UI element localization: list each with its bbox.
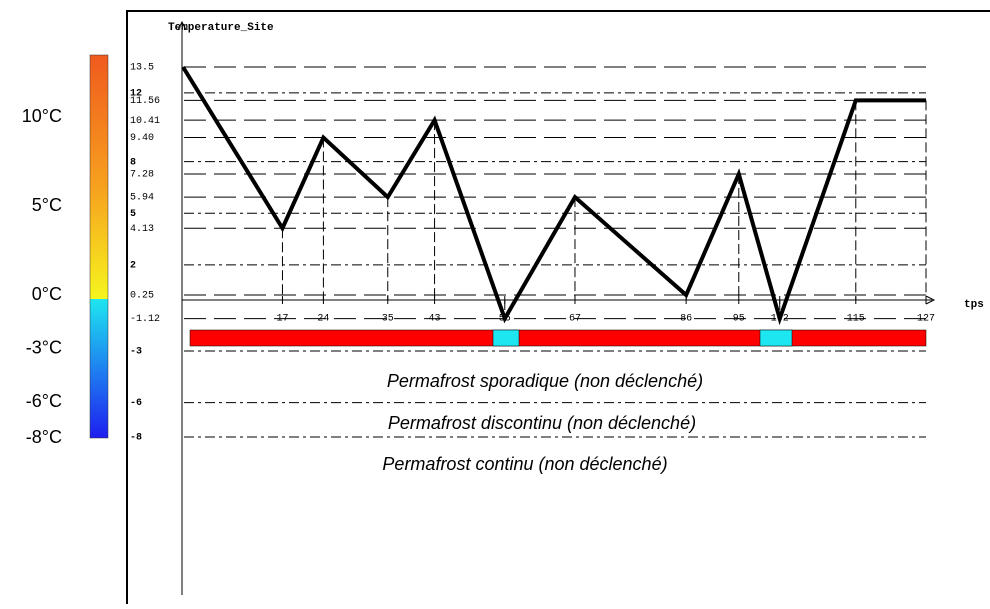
x-tick-label: 35 (382, 314, 394, 325)
x-tick-label: 67 (569, 314, 581, 325)
y-tick-label: 4.13 (130, 224, 154, 235)
status-segment (759, 329, 793, 347)
x-tick-label: 86 (680, 314, 692, 325)
x-tick-label: 115 (847, 314, 865, 325)
status-segment (492, 329, 520, 347)
zone-label: Permafrost continu (non déclenché) (382, 454, 667, 474)
zone-label: Permafrost discontinu (non déclenché) (388, 413, 696, 433)
color-bar (89, 54, 109, 439)
x-tick-label: 24 (317, 314, 329, 325)
y-tick-label: 5.94 (130, 193, 154, 204)
y-tick-label: 12 (130, 88, 142, 99)
y-tick-label: -1.12 (130, 314, 160, 325)
y-tick-label: 10.41 (130, 116, 160, 127)
color-bar-label: 10°C (22, 106, 62, 126)
x-axis-label: tps (964, 299, 984, 311)
y-tick-label: 5 (130, 209, 136, 220)
color-bar-label: 5°C (32, 195, 62, 215)
x-tick-label: 127 (917, 314, 935, 325)
chart-title: Temperature_Site (168, 22, 274, 34)
x-axis (182, 295, 936, 305)
y-tick-label: 0.25 (130, 291, 154, 302)
y-tick-label: 11.56 (130, 96, 160, 107)
y-tick-label: 8 (130, 157, 136, 168)
y-tick-label: -6 (130, 398, 142, 409)
temperature-line (181, 65, 926, 326)
y-tick-label: 7.28 (130, 170, 154, 181)
color-bar-label: 0°C (32, 284, 62, 304)
x-tick-label: 17 (276, 314, 288, 325)
y-tick-label: -8 (130, 433, 142, 444)
y-axis (177, 20, 187, 595)
y-tick-label: 13.5 (130, 63, 154, 74)
y-tick-label: 2 (130, 261, 136, 272)
color-bar-label: -8°C (26, 427, 62, 447)
x-tick-label: 95 (733, 314, 745, 325)
color-bar-label: -6°C (26, 391, 62, 411)
zone-label: Permafrost sporadique (non déclenché) (387, 371, 703, 391)
x-tick-label: 43 (429, 314, 441, 325)
y-tick-label: -3 (130, 347, 142, 358)
y-tick-label: 9.40 (130, 133, 154, 144)
color-bar-label: -3°C (26, 338, 62, 358)
panel-frame (126, 10, 990, 604)
status-bar (189, 329, 927, 347)
